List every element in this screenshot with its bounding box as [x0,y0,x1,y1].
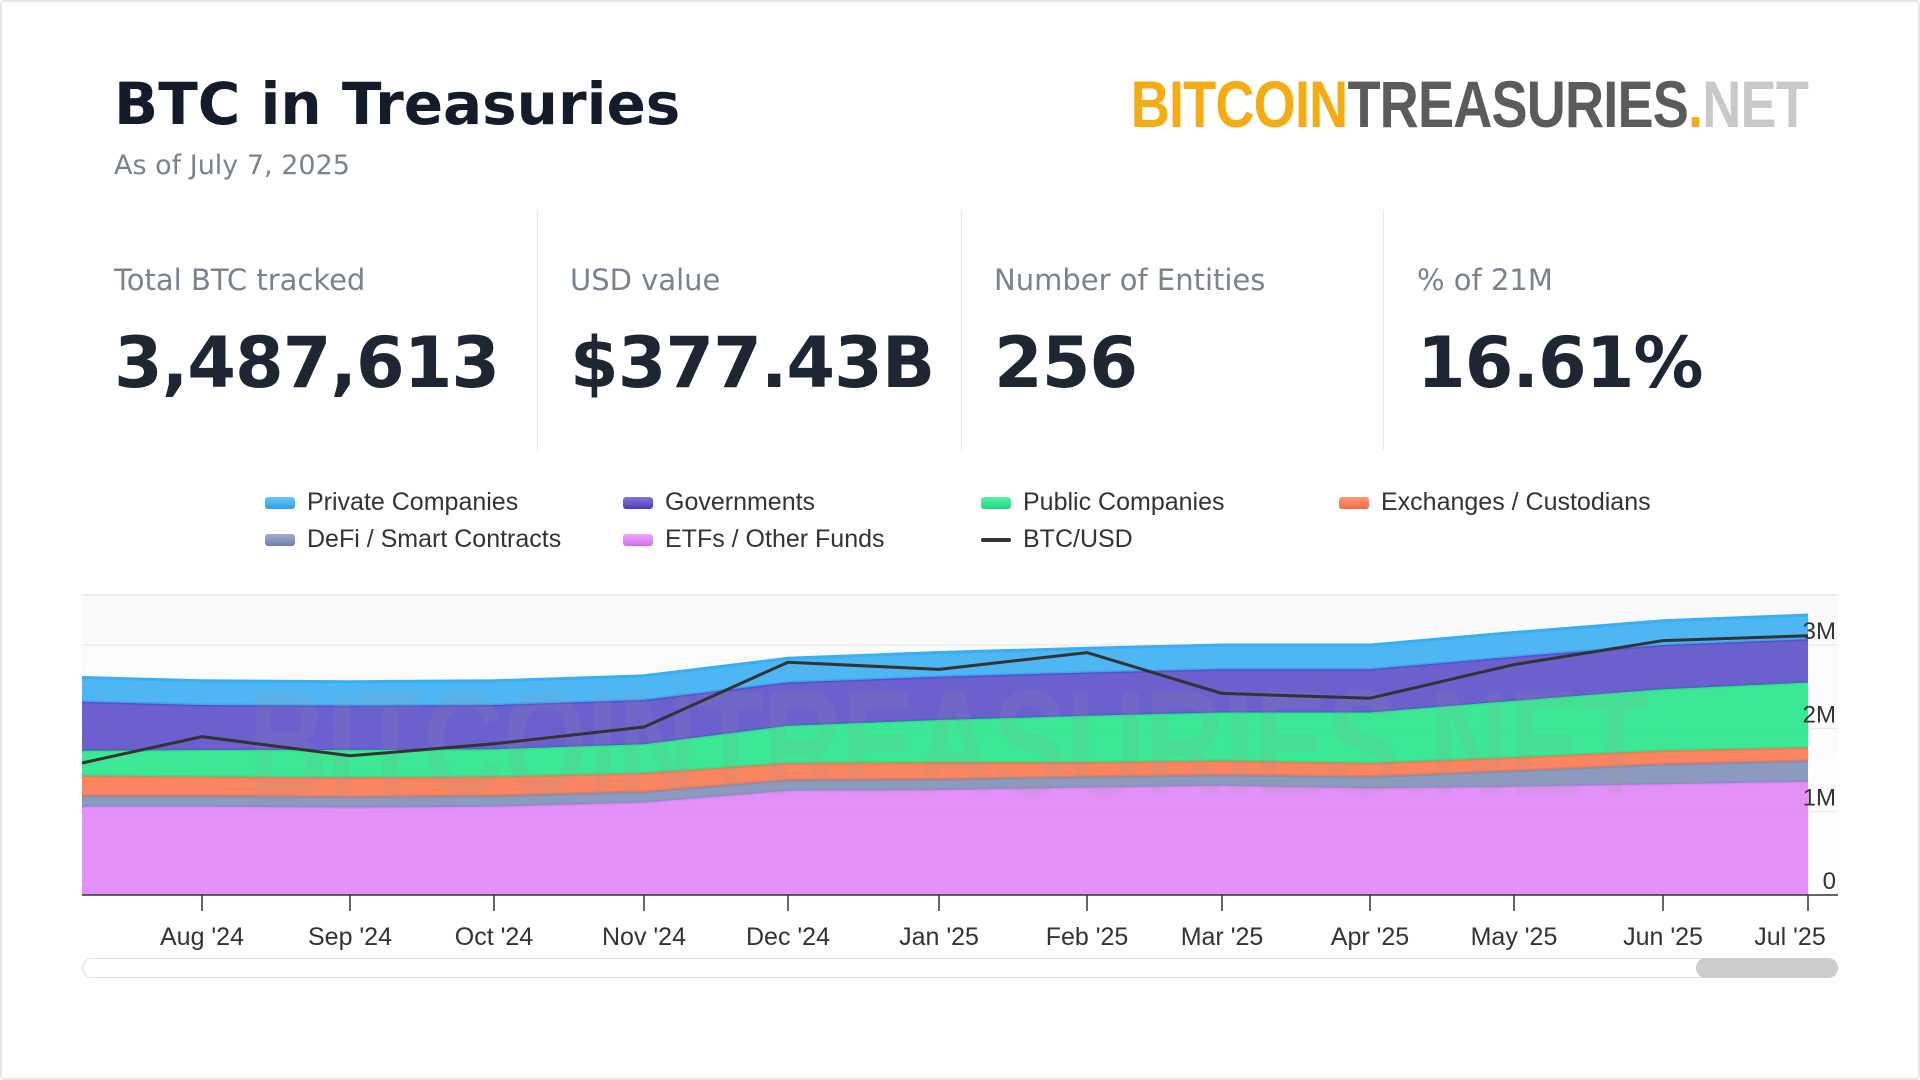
chart-horizontal-scrollbar[interactable] [82,958,1838,978]
area-governments[interactable] [82,639,1808,751]
legend-label: Exchanges / Custodians [1381,488,1651,516]
x-tick-label: Aug '24 [160,923,244,951]
legend-item-etfs-other-funds[interactable]: ETFs / Other Funds [623,525,885,554]
x-tick-label: Jul '25 [1754,923,1825,951]
area-exchanges-custodians[interactable] [82,747,1808,797]
y-tick-label: 3M [1803,618,1836,645]
logo-part-dot: . [1687,67,1703,141]
x-tick-label: Oct '24 [455,923,534,951]
legend-label: DeFi / Smart Contracts [307,525,562,553]
area-public-companies[interactable] [82,682,1808,778]
legend-swatch [1339,496,1369,509]
logo-part-net: NET [1702,67,1809,141]
legend-item-governments[interactable]: Governments [623,488,815,517]
as-of-date: As of July 7, 2025 [114,150,350,181]
logo-part-treasuries: TREASURIES [1347,67,1688,141]
legend-label: Governments [665,488,816,516]
stat-label: Total BTC tracked [114,263,366,297]
x-tick-label: Sep '24 [308,923,392,951]
stat-value: 3,487,613 [114,322,500,404]
legend-swatch [623,533,653,546]
page-title: BTC in Treasuries [114,70,681,138]
legend-label: Private Companies [307,488,519,516]
legend-swatch [981,496,1011,509]
x-tick-label: Feb '25 [1046,923,1129,951]
legend-label: Public Companies [1023,488,1225,516]
bitcointreasuries-logo[interactable]: BITCOINTREASURIES.NET [1130,66,1809,142]
y-tick-label: 1M [1803,785,1836,812]
x-tick-label: Mar '25 [1181,923,1264,951]
legend-item-exchanges-custodians[interactable]: Exchanges / Custodians [1339,488,1651,517]
stat-value: 256 [994,322,1138,404]
y-axis-ticks: 0 1M 2M 3M [1803,618,1836,895]
stat-divider [1383,210,1384,450]
stat-value: 16.61% [1417,322,1704,404]
stat-divider [537,210,538,450]
scrollbar-thumb[interactable] [1696,958,1838,978]
legend-item-public-companies[interactable]: Public Companies [981,488,1225,517]
stat-divider [961,210,962,450]
legend-label: ETFs / Other Funds [665,525,885,553]
chart-watermark: BITCOINTREASURIES.NET [248,659,1648,827]
x-tick-label: Apr '25 [1331,923,1409,951]
x-tick-label: Nov '24 [602,923,686,951]
area-edge [81,613,1809,684]
stat-label: USD value [570,263,721,297]
legend-item-private-companies[interactable]: Private Companies [265,488,518,517]
btc-usd-line-group [81,634,1809,765]
legend-swatch [623,496,653,509]
x-tick-label: May '25 [1471,923,1558,951]
x-tick-label: Jun '25 [1623,923,1703,951]
legend-line-swatch [981,537,1011,542]
stat-label: Number of Entities [994,263,1266,297]
legend-swatch [265,533,295,546]
y-tick-label: 0 [1823,868,1836,895]
legend-label: BTC/USD [1023,525,1133,553]
stats-row: Total BTC tracked 3,487,613 USD value $3… [0,210,1920,450]
area-private-companies[interactable] [82,615,1808,706]
x-tick-label: Jan '25 [899,923,979,951]
legend-swatch [265,496,295,509]
stat-value: $377.43B [570,322,935,404]
btc-usd-line[interactable] [81,634,1809,765]
x-tick-label: Dec '24 [746,923,830,951]
stat-label: % of 21M [1417,263,1553,297]
x-axis-ticks: Aug '24 Sep '24 Oct '24 Nov '24 Dec '24 Jan '… [160,895,1826,951]
y-tick-label: 2M [1803,701,1836,728]
btc-treasuries-area-chart: BITCOINTREASURIES.NET 0 1M 2M 3M Aug '24 Sep… [81,594,1838,951]
logo-part-bitcoin: BITCOIN [1130,67,1349,141]
chart-legend: Private Companies Governments Public Com… [0,488,1920,558]
legend-item-btc-usd[interactable]: BTC/USD [981,525,1133,554]
legend-item-defi-smart-contracts[interactable]: DeFi / Smart Contracts [265,525,561,554]
area-etfs-other-funds[interactable] [82,781,1808,895]
stacked-areas [81,613,1809,895]
